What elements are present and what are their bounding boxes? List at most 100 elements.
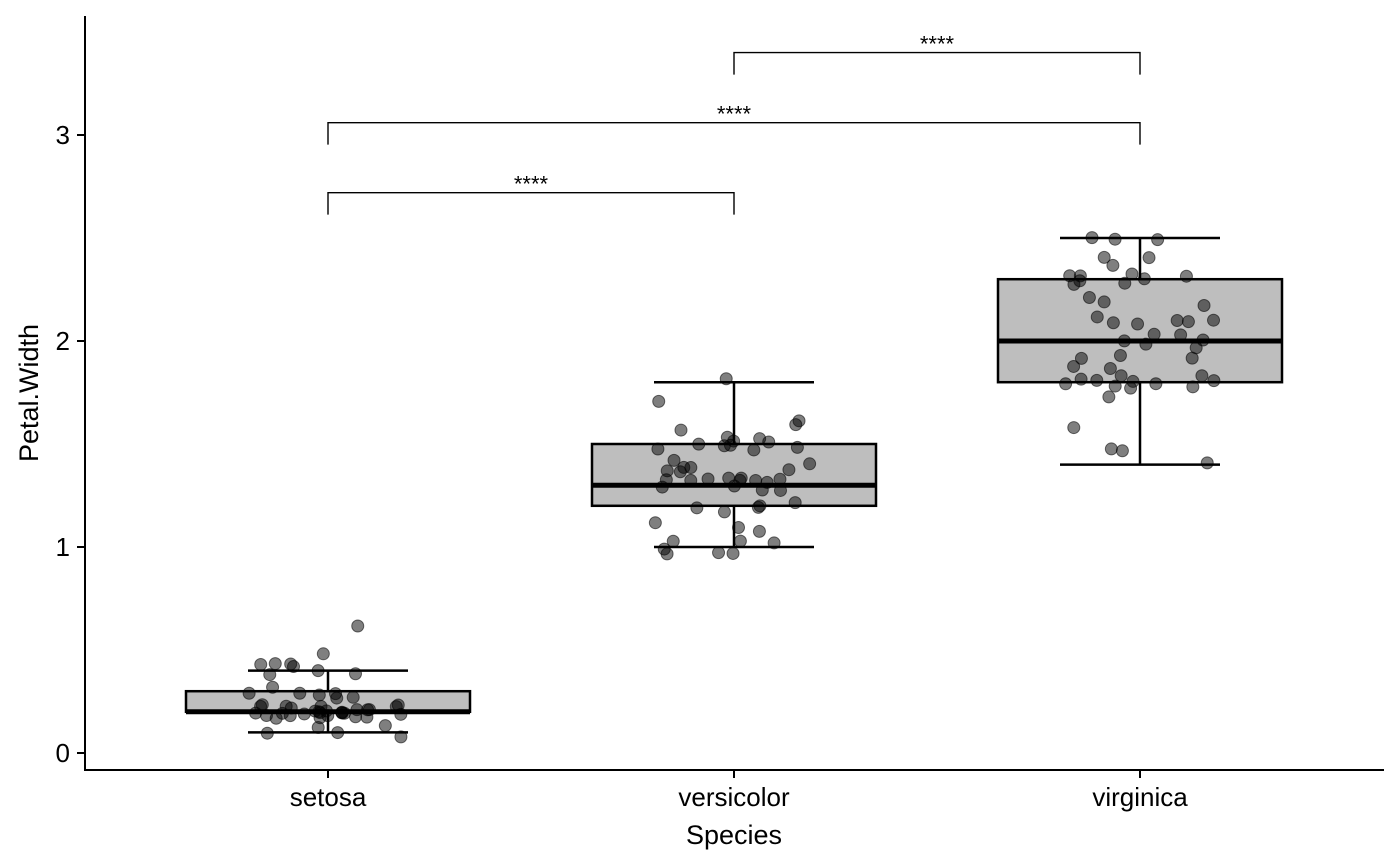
data-point [722, 471, 736, 485]
bracket-line [327, 191, 735, 215]
data-point [1108, 379, 1122, 393]
x-axis-title: Species [686, 820, 782, 850]
data-point [1102, 390, 1116, 404]
data-point [1186, 380, 1200, 394]
data-point [331, 726, 345, 740]
data-point [1179, 269, 1193, 283]
data-point [1137, 272, 1151, 286]
data-point [749, 473, 763, 487]
data-point [314, 699, 328, 713]
bracket-line [327, 121, 1141, 145]
data-point [1125, 267, 1139, 281]
data-point [275, 706, 289, 720]
data-point [788, 496, 802, 510]
data-point [1117, 334, 1131, 348]
data-point [1149, 377, 1163, 391]
data-point [1067, 277, 1081, 291]
significance-label: **** [920, 32, 955, 57]
data-point [1207, 374, 1221, 388]
data-point [1142, 251, 1156, 265]
data-point [652, 394, 666, 408]
data-point [660, 464, 674, 478]
significance-brackets: **** **** **** [327, 32, 1141, 215]
data-point [733, 534, 747, 548]
data-point [394, 730, 408, 744]
significance-label: **** [514, 172, 549, 197]
bracket-versicolor-virginica: **** [733, 32, 1141, 75]
data-point [268, 657, 282, 671]
box-versicolor [590, 380, 878, 549]
data-point [727, 434, 741, 448]
box-virginica [996, 236, 1284, 466]
data-point [1059, 377, 1073, 391]
data-point [378, 719, 392, 733]
data-point [1185, 351, 1199, 365]
data-point [312, 688, 326, 702]
data-point [767, 536, 781, 550]
data-point [1074, 372, 1088, 386]
bracket-setosa-versicolor: **** [327, 172, 735, 215]
data-point [677, 460, 691, 474]
data-point [1106, 258, 1120, 272]
data-point [293, 686, 307, 700]
iqr-box [996, 277, 1284, 384]
data-point [346, 690, 360, 704]
x-tick-label: versicolor [678, 782, 790, 812]
data-point [1074, 351, 1088, 365]
data-point [1147, 327, 1161, 341]
data-point [260, 726, 274, 740]
bracket-line [733, 51, 1141, 75]
data-point [752, 524, 766, 538]
y-ticks: 0 1 2 3 [56, 120, 85, 768]
data-point [1174, 328, 1188, 342]
data-point [1113, 349, 1127, 363]
data-point [1151, 233, 1165, 247]
data-point [297, 707, 311, 721]
data-point [692, 437, 706, 451]
y-tick-label: 0 [56, 738, 70, 768]
data-point [1103, 361, 1117, 375]
bracket-setosa-virginica: **** [327, 102, 1141, 145]
data-point [1082, 291, 1096, 305]
data-point [751, 500, 765, 514]
data-point [1085, 231, 1099, 245]
data-point [361, 703, 375, 717]
data-point [782, 463, 796, 477]
data-point [335, 705, 349, 719]
x-tick-label: virginica [1092, 782, 1188, 812]
data-point [1097, 250, 1111, 264]
data-point [747, 443, 761, 457]
data-point [330, 691, 344, 705]
data-point [789, 418, 803, 432]
data-point [1124, 381, 1138, 395]
x-ticks: setosa versicolor virginica [290, 770, 1188, 812]
data-point [255, 698, 269, 712]
data-point [701, 472, 715, 486]
data-point [712, 546, 726, 560]
data-point [266, 680, 280, 694]
data-point [773, 472, 787, 486]
data-point [311, 664, 325, 678]
data-point [803, 457, 817, 471]
y-tick-label: 3 [56, 120, 70, 150]
data-point [790, 440, 804, 454]
data-point [755, 483, 769, 497]
data-point [1114, 369, 1128, 383]
data-point [254, 657, 268, 671]
data-point [666, 534, 680, 548]
data-point [1207, 313, 1221, 327]
data-point [762, 435, 776, 449]
y-tick-label: 1 [56, 532, 70, 562]
data-point [773, 483, 787, 497]
significance-label: **** [717, 102, 752, 127]
data-point [674, 423, 688, 437]
y-axis-title: Petal.Width [14, 324, 44, 462]
jitter-points [242, 231, 1221, 744]
data-point [1118, 276, 1132, 290]
data-point [655, 480, 669, 494]
data-point [1131, 317, 1145, 331]
box-setosa [184, 669, 472, 734]
data-point [719, 372, 733, 386]
data-point [242, 686, 256, 700]
